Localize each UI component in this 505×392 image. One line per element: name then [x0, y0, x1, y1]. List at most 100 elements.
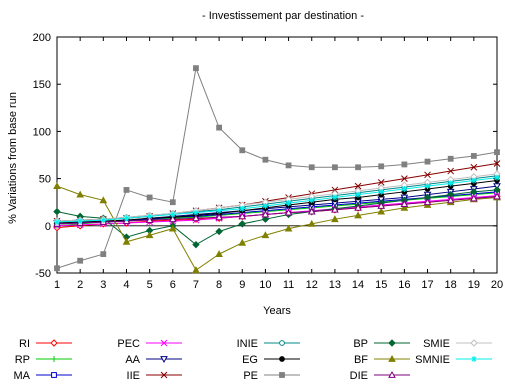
legend-item-pec: PEC	[117, 338, 182, 350]
data-point	[307, 219, 316, 227]
x-tick-label: 9	[239, 279, 245, 291]
x-tick-label: 7	[193, 279, 199, 291]
data-point	[284, 224, 293, 232]
data-point	[331, 186, 339, 194]
y-tick-label: 150	[33, 79, 51, 91]
x-tick-label: 2	[77, 279, 83, 291]
y-tick-label: 50	[39, 174, 51, 186]
data-point	[100, 217, 107, 224]
data-point	[261, 215, 270, 223]
data-point	[261, 210, 270, 218]
data-point	[331, 205, 339, 213]
x-tick-label: 19	[468, 279, 480, 291]
x-tick-label: 4	[123, 279, 129, 291]
data-point	[493, 192, 501, 200]
data-point	[354, 203, 362, 211]
series-line	[56, 173, 498, 222]
data-point	[54, 265, 60, 272]
data-point	[216, 207, 223, 214]
data-point	[146, 194, 153, 201]
data-point	[493, 160, 501, 167]
data-point	[279, 356, 285, 362]
data-point	[238, 220, 246, 228]
data-point	[192, 240, 200, 249]
data-point	[377, 179, 385, 186]
y-tick-label: 100	[33, 126, 51, 138]
data-point	[215, 227, 223, 236]
legend-item-bp: BP	[353, 338, 410, 350]
data-point	[192, 209, 199, 216]
legend-label: BP	[353, 338, 368, 350]
data-point	[99, 196, 108, 204]
y-axis-label: % Variations from base run	[7, 92, 19, 224]
data-point	[160, 356, 168, 364]
data-point	[470, 153, 477, 159]
x-tick-label: 14	[352, 279, 364, 291]
legend-label: RP	[15, 354, 30, 366]
series-line	[56, 179, 498, 224]
data-point	[400, 200, 409, 207]
chart-title: - Investissement par destination -	[202, 10, 364, 22]
x-tick-label: 18	[445, 279, 457, 291]
data-point	[54, 219, 60, 226]
data-point	[279, 372, 285, 378]
data-point	[279, 340, 285, 346]
legend-label: RI	[19, 338, 30, 350]
series-pe	[54, 65, 500, 272]
data-point	[239, 205, 246, 212]
data-point	[377, 207, 386, 215]
data-point	[447, 180, 454, 187]
data-point	[160, 371, 168, 379]
series-line	[56, 189, 498, 246]
series-line	[56, 185, 498, 271]
data-point	[238, 212, 247, 220]
data-point	[53, 182, 61, 190]
data-point	[307, 207, 316, 215]
data-point	[469, 194, 478, 202]
data-point	[308, 197, 315, 204]
data-point	[123, 215, 130, 222]
data-point	[285, 162, 292, 169]
x-tick-label: 5	[147, 279, 153, 291]
data-point	[262, 156, 269, 163]
data-point	[53, 207, 61, 216]
data-point	[308, 164, 315, 171]
legend-item-ma: MA	[14, 370, 72, 382]
data-point	[215, 213, 223, 221]
data-point	[331, 164, 338, 171]
x-tick-label: 13	[329, 279, 341, 291]
x-tick-label: 17	[421, 279, 433, 291]
legend-label: IIE	[127, 370, 140, 382]
data-point	[388, 354, 396, 362]
plot-frame	[56, 36, 498, 274]
x-tick-label: 8	[216, 279, 222, 291]
legend-label: SMNIE	[415, 354, 450, 366]
data-point	[377, 201, 386, 209]
x-tick-label: 11	[283, 279, 294, 291]
series-smnie	[54, 174, 500, 226]
data-point	[77, 218, 84, 225]
data-point	[424, 158, 431, 165]
legend-label: AA	[125, 354, 140, 366]
x-tick-label: 10	[259, 279, 271, 291]
legend-label: MA	[14, 370, 31, 382]
legend-item-iie: IIE	[127, 370, 182, 382]
data-point	[261, 231, 270, 239]
data-point	[401, 161, 408, 168]
legend-label: PE	[243, 370, 258, 382]
data-point	[239, 147, 246, 154]
series-line	[56, 177, 498, 223]
legend-item-smnie: SMNIE	[415, 354, 492, 366]
legend-label: INIE	[237, 338, 258, 350]
data-point	[51, 372, 57, 378]
data-point	[378, 188, 385, 195]
data-point	[169, 211, 176, 218]
data-point	[388, 339, 396, 347]
series-line	[56, 196, 498, 225]
series-bf	[53, 182, 501, 274]
data-point	[471, 356, 477, 362]
data-point	[168, 215, 177, 223]
data-point	[354, 182, 362, 190]
